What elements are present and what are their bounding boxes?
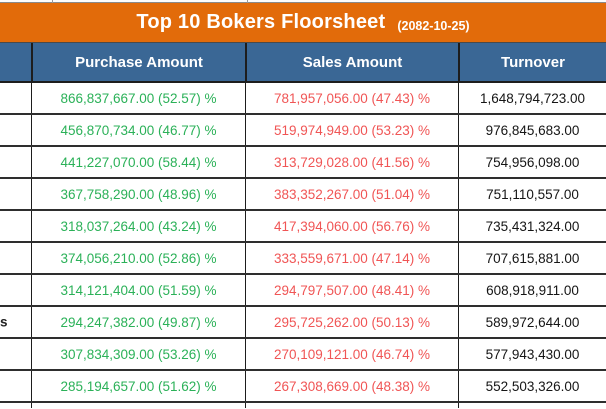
purchase-amount-cell: 866,837,667.00 (52.57) % xyxy=(31,83,245,113)
bottom-rule-segment xyxy=(245,403,458,408)
turnover-cell: 589,972,644.00 xyxy=(458,307,606,337)
sales-amount-cell: 333,559,671.00 (47.14) % xyxy=(245,243,458,273)
cropped-row-sliver xyxy=(0,0,606,3)
sales-amount-cell: 313,729,028.00 (41.56) % xyxy=(245,147,458,177)
table-row: 374,056,210.00 (52.86) % 333,559,671.00 … xyxy=(0,243,606,275)
purchase-amount-cell: 314,121,404.00 (51.59) % xyxy=(31,275,245,305)
purchase-amount-cell: 456,870,734.00 (46.77) % xyxy=(31,115,245,145)
table-header-row: Purchase Amount Sales Amount Turnover xyxy=(0,43,606,83)
bottom-rule-segment xyxy=(31,403,245,408)
broker-name-cell xyxy=(0,339,31,369)
bottom-margin xyxy=(0,403,606,408)
table-row: 285,194,657.00 (51.62) % 267,308,669.00 … xyxy=(0,371,606,403)
table-row: 307,834,309.00 (53.26) % 270,109,121.00 … xyxy=(0,339,606,371)
purchase-amount-cell: 367,758,290.00 (48.96) % xyxy=(31,179,245,209)
table-row: 456,870,734.00 (46.77) % 519,974,949.00 … xyxy=(0,115,606,147)
table-row: s 294,247,382.00 (49.87) % 295,725,262.0… xyxy=(0,307,606,339)
bottom-rule-segment xyxy=(458,403,606,408)
table-body: 866,837,667.00 (52.57) % 781,957,056.00 … xyxy=(0,83,606,403)
table-row: 441,227,070.00 (58.44) % 313,729,028.00 … xyxy=(0,147,606,179)
sales-amount-cell: 267,308,669.00 (48.38) % xyxy=(245,371,458,401)
purchase-amount-cell: 318,037,264.00 (43.24) % xyxy=(31,211,245,241)
gridline-tick xyxy=(247,0,248,3)
sales-amount-cell: 519,974,949.00 (53.23) % xyxy=(245,115,458,145)
broker-name-cell xyxy=(0,147,31,177)
turnover-cell: 577,943,430.00 xyxy=(458,339,606,369)
broker-name-cell xyxy=(0,371,31,401)
sales-amount-cell: 295,725,262.00 (50.13) % xyxy=(245,307,458,337)
table-row: 318,037,264.00 (43.24) % 417,394,060.00 … xyxy=(0,211,606,243)
sales-amount-cell: 383,352,267.00 (51.04) % xyxy=(245,179,458,209)
broker-name-cell xyxy=(0,211,31,241)
gridline-tick xyxy=(52,0,53,3)
broker-name-cell xyxy=(0,83,31,113)
page-title: Top 10 Bokers Floorsheet xyxy=(136,11,386,33)
table-row: 367,758,290.00 (48.96) % 383,352,267.00 … xyxy=(0,179,606,211)
bottom-rule-segment xyxy=(0,403,31,408)
turnover-cell: 751,110,557.00 xyxy=(458,179,606,209)
purchase-amount-cell: 285,194,657.00 (51.62) % xyxy=(31,371,245,401)
sales-amount-cell: 417,394,060.00 (56.76) % xyxy=(245,211,458,241)
title-banner: Top 10 Bokers Floorsheet (2082-10-25) xyxy=(0,3,606,43)
header-sales-amount: Sales Amount xyxy=(245,43,458,81)
sales-amount-cell: 294,797,507.00 (48.41) % xyxy=(245,275,458,305)
purchase-amount-cell: 294,247,382.00 (49.87) % xyxy=(31,307,245,337)
header-purchase-amount: Purchase Amount xyxy=(31,43,245,81)
purchase-amount-cell: 441,227,070.00 (58.44) % xyxy=(31,147,245,177)
title-date: (2082-10-25) xyxy=(397,18,470,33)
broker-name-cell xyxy=(0,243,31,273)
turnover-cell: 735,431,324.00 xyxy=(458,211,606,241)
turnover-cell: 976,845,683.00 xyxy=(458,115,606,145)
turnover-cell: 754,956,098.00 xyxy=(458,147,606,177)
broker-name-cell xyxy=(0,179,31,209)
table-row: 866,837,667.00 (52.57) % 781,957,056.00 … xyxy=(0,83,606,115)
purchase-amount-cell: 307,834,309.00 (53.26) % xyxy=(31,339,245,369)
sales-amount-cell: 781,957,056.00 (47.43) % xyxy=(245,83,458,113)
header-broker-name xyxy=(0,43,31,81)
broker-name-cell xyxy=(0,115,31,145)
turnover-cell: 1,648,794,723.00 xyxy=(458,83,606,113)
broker-name-cell: s xyxy=(0,307,31,337)
table-row: 314,121,404.00 (51.59) % 294,797,507.00 … xyxy=(0,275,606,307)
turnover-cell: 608,918,911.00 xyxy=(458,275,606,305)
header-turnover: Turnover xyxy=(458,43,606,81)
sales-amount-cell: 270,109,121.00 (46.74) % xyxy=(245,339,458,369)
turnover-cell: 707,615,881.00 xyxy=(458,243,606,273)
turnover-cell: 552,503,326.00 xyxy=(458,371,606,401)
broker-name-fragment: s xyxy=(0,314,8,330)
broker-name-cell xyxy=(0,275,31,305)
purchase-amount-cell: 374,056,210.00 (52.86) % xyxy=(31,243,245,273)
